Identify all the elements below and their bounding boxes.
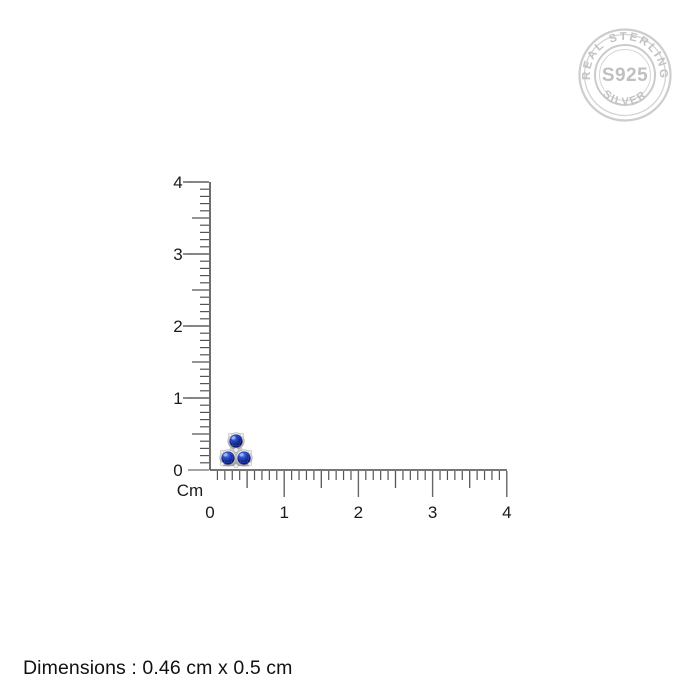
- y-axis-label-3: 3: [173, 245, 182, 264]
- x-axis-label-3: 3: [428, 503, 437, 522]
- y-axis-label-2: 2: [173, 317, 182, 336]
- dimensions-caption: Dimensions : 0.46 cm x 0.5 cm: [23, 657, 293, 679]
- y-axis-label-0: 0: [173, 461, 182, 480]
- x-axis-label-0: 0: [205, 503, 214, 522]
- x-axis-label-2: 2: [354, 503, 363, 522]
- stamp-center-text: S925: [602, 65, 648, 86]
- x-axis-label-1: 1: [279, 503, 288, 522]
- x-axis-label-4: 4: [502, 503, 511, 522]
- y-axis-label-4: 4: [173, 173, 182, 192]
- y-axis-label-1: 1: [173, 389, 182, 408]
- ruler-unit-label: Cm: [177, 481, 203, 500]
- real-sterling-silver-stamp: REAL STERLING SILVER S925: [577, 27, 673, 123]
